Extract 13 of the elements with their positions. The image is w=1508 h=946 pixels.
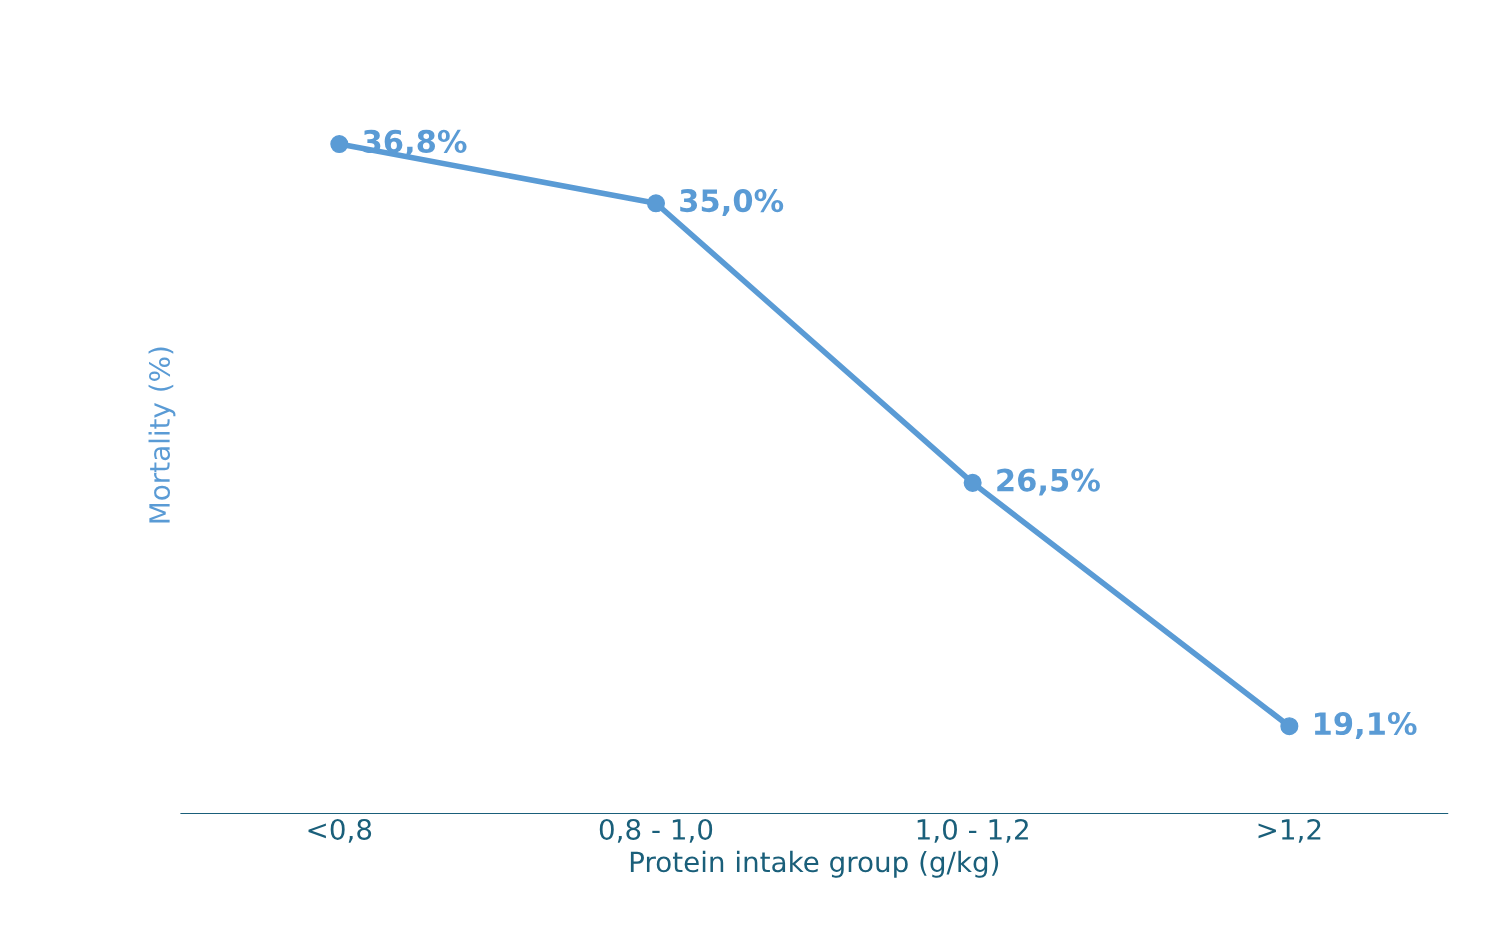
data-label: 19,1% — [1315, 711, 1417, 740]
point — [646, 194, 666, 213]
y-axis-title: Mortality (%) — [148, 347, 176, 523]
x-axis-title: Protein intake group (g/kg) — [630, 850, 999, 878]
point — [330, 135, 349, 154]
x-tick-label: <0,8 — [308, 818, 372, 843]
point — [1280, 717, 1299, 736]
data-label: 35,0% — [680, 189, 784, 217]
x-tick-label: >1,2 — [1258, 818, 1321, 843]
x-tick-label: 1,0 - 1,2 — [917, 818, 1028, 843]
data-label: 26,5% — [997, 468, 1100, 496]
point — [963, 473, 982, 492]
x-tick-label: 0,8 - 1,0 — [599, 818, 713, 843]
